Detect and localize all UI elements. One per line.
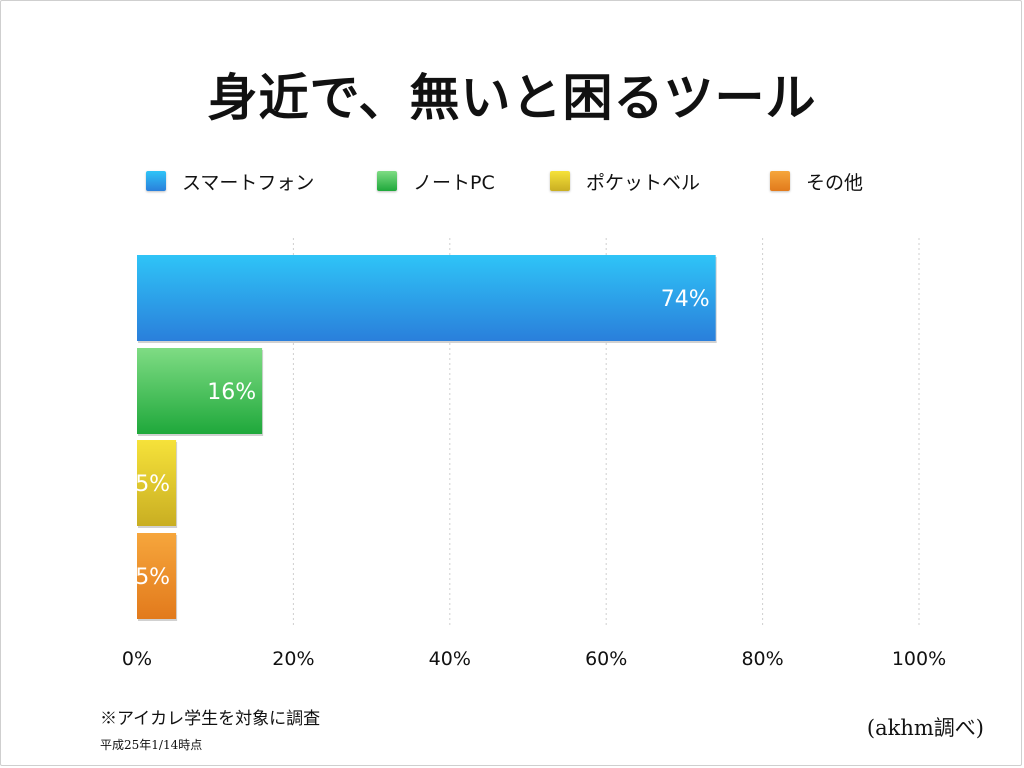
- page-title: 身近で、無いと困るツール: [207, 68, 817, 127]
- legend-item-notepc: ノートPC: [377, 168, 495, 194]
- data-label-notepc: 16%: [207, 380, 256, 405]
- x-tick-label: 100%: [892, 648, 946, 670]
- legend-label-smartphone: スマートフォン: [182, 171, 315, 194]
- chart-legend: スマートフォン ノートPC ポケットベル その他: [0, 168, 1024, 194]
- legend-swatch-pager: [550, 171, 570, 191]
- data-label-smartphone: 74%: [661, 287, 710, 312]
- x-tick-label: 0%: [122, 648, 152, 670]
- data-labels: 74% 16% 5% 5%: [135, 287, 709, 590]
- survey-date-note: 平成25年1/14時点: [100, 738, 203, 752]
- x-tick-label: 40%: [429, 648, 471, 670]
- bar-pager: [137, 440, 177, 526]
- bar-notepc: [137, 348, 263, 434]
- legend-swatch-other: [770, 171, 790, 191]
- data-label-other: 5%: [135, 565, 170, 590]
- data-label-pager: 5%: [135, 472, 170, 497]
- source-credit: (akhm調べ): [866, 716, 984, 740]
- bar-smartphone: [137, 255, 716, 341]
- legend-swatch-notepc: [377, 171, 397, 191]
- legend-item-other: その他: [770, 168, 863, 194]
- x-tick-label: 60%: [585, 648, 627, 670]
- legend-item-smartphone: スマートフォン: [146, 168, 314, 194]
- legend-label-pager: ポケットベル: [586, 171, 701, 194]
- legend-label-notepc: ノートPC: [413, 171, 495, 194]
- legend-label-other: その他: [806, 171, 864, 194]
- legend-swatch-smartphone: [146, 171, 166, 191]
- survey-note: ※アイカレ学生を対象に調査: [100, 709, 321, 729]
- x-tick-label: 80%: [741, 648, 783, 670]
- x-tick-label: 20%: [272, 648, 314, 670]
- bars: [137, 255, 717, 621]
- bar-chart: 74% 16% 5% 5% 0% 20% 40% 60% 80% 100%: [122, 238, 946, 670]
- legend-item-pager: ポケットベル: [550, 168, 700, 194]
- x-axis-ticks: 0% 20% 40% 60% 80% 100%: [122, 648, 946, 670]
- bar-other: [137, 533, 177, 619]
